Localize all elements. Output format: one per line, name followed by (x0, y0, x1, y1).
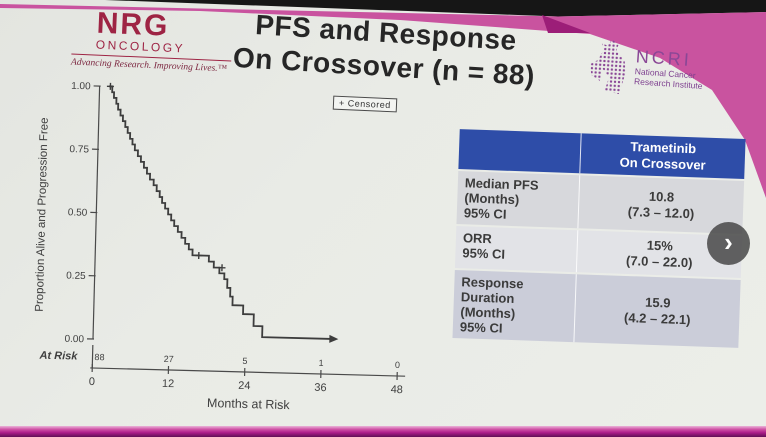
svg-text:27: 27 (164, 354, 174, 364)
svg-text:36: 36 (314, 382, 327, 394)
svg-text:0: 0 (89, 376, 95, 388)
table-header-empty-cell (458, 129, 582, 174)
svg-text:1.00: 1.00 (71, 81, 91, 93)
ncri-logo: NCRI National Cancer Research Institute (588, 38, 705, 100)
km-curve (109, 85, 332, 340)
x-axis-title: Months at Risk (207, 396, 291, 412)
table-row-median-pfs: Median PFS (Months) 95% CI 10.8 (7.3 – 1… (456, 171, 745, 234)
table-header-treatment-cell: Trametinib On Crossover (580, 133, 745, 179)
svg-text:0.25: 0.25 (66, 271, 86, 283)
curve-end-arrow (329, 334, 339, 343)
next-slide-button[interactable]: › (707, 222, 750, 265)
at-risk-label: At Risk (38, 350, 78, 363)
y-axis-tick-labels: 1.00 0.75 0.50 0.25 0.00 (64, 81, 91, 345)
x-axis-ticks (91, 363, 398, 380)
svg-text:12: 12 (162, 378, 175, 390)
svg-text:0.00: 0.00 (64, 334, 84, 346)
table-header-row: Trametinib On Crossover (458, 129, 746, 180)
table-row-response-duration: Response Duration (Months) 95% CI 15.9 (… (452, 269, 741, 348)
row-label-line: Response Duration (460, 274, 524, 307)
row-label-line: 95% CI (463, 205, 507, 222)
svg-text:0.75: 0.75 (69, 144, 89, 156)
y-axis-ticks (86, 85, 101, 340)
svg-text:5: 5 (242, 356, 247, 366)
chevron-right-icon: › (724, 227, 733, 257)
censor-marks (106, 82, 226, 272)
results-table: Trametinib On Crossover Median PFS (Mont… (452, 129, 746, 350)
svg-text:48: 48 (390, 384, 403, 396)
svg-text:0: 0 (395, 360, 400, 370)
km-survival-chart: 1.00 0.75 0.50 0.25 0.00 Proportion Aliv… (34, 81, 406, 412)
row-label-line: 95% CI (459, 319, 503, 336)
y-axis-title: Proportion Alive and Progression Free (34, 117, 51, 312)
svg-text:88: 88 (94, 352, 104, 362)
svg-text:0.50: 0.50 (68, 207, 88, 219)
at-risk-values: 88 27 5 1 0 (94, 352, 400, 370)
slide-footer-bar (0, 426, 766, 437)
row-label-line: 95% CI (462, 245, 506, 262)
ncri-dotted-map-icon (588, 38, 628, 94)
svg-text:24: 24 (238, 380, 251, 392)
x-axis-tick-labels: 0 12 24 36 48 (89, 376, 403, 396)
table-row-orr: ORR 95% CI 15% (7.0 – 22.0) (454, 226, 743, 278)
svg-text:1: 1 (319, 358, 324, 368)
x-axis-line (90, 367, 406, 377)
